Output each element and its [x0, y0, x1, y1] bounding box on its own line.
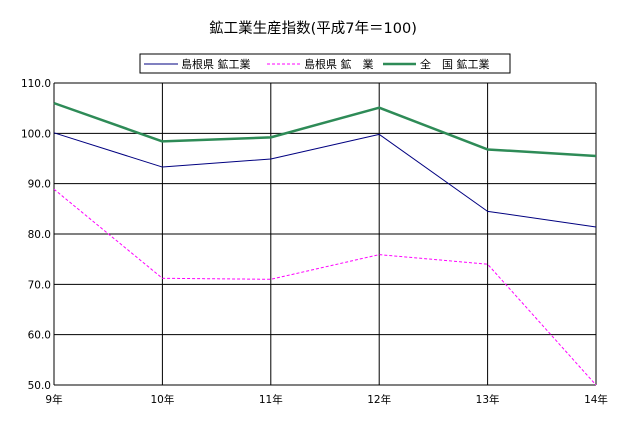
y-tick-label: 110.0	[21, 78, 51, 90]
plot-area: 50.0 60.0 70.0 80.0 90.0 100.0 110.0 9年 10年 11年 12…	[21, 78, 608, 406]
x-tick-label: 11年	[259, 393, 283, 406]
legend-label-shimane-mining-industry: 島根県 鉱工業	[181, 57, 251, 71]
y-tick-label: 80.0	[28, 229, 51, 241]
legend-box	[139, 53, 511, 74]
series-line-shimane-mining	[53, 188, 597, 386]
x-tick-label: 9年	[45, 393, 62, 406]
y-tick-label: 100.0	[21, 128, 51, 140]
y-tick-label: 60.0	[28, 330, 51, 342]
y-tick-label: 70.0	[28, 279, 51, 291]
legend-label-national-mining-industry: 全 国 鉱工業	[420, 57, 490, 71]
chart-title: 鉱工業生産指数(平成7年＝100)	[209, 19, 417, 37]
series-line-national-mining-industry	[53, 101, 597, 158]
x-tick-label: 13年	[476, 393, 500, 406]
y-tick-label: 50.0	[28, 380, 51, 392]
x-tick-label: 12年	[367, 393, 391, 406]
y-tick-label: 90.0	[28, 179, 51, 191]
x-tick-label: 14年	[584, 393, 608, 406]
series-line-shimane-mining-industry	[53, 132, 597, 228]
x-tick-label: 10年	[150, 393, 174, 406]
legend-label-shimane-mining: 島根県 鉱 業	[304, 57, 374, 71]
legend: 島根県 鉱工業 島根県 鉱 業 全 国 鉱工業	[139, 53, 511, 74]
